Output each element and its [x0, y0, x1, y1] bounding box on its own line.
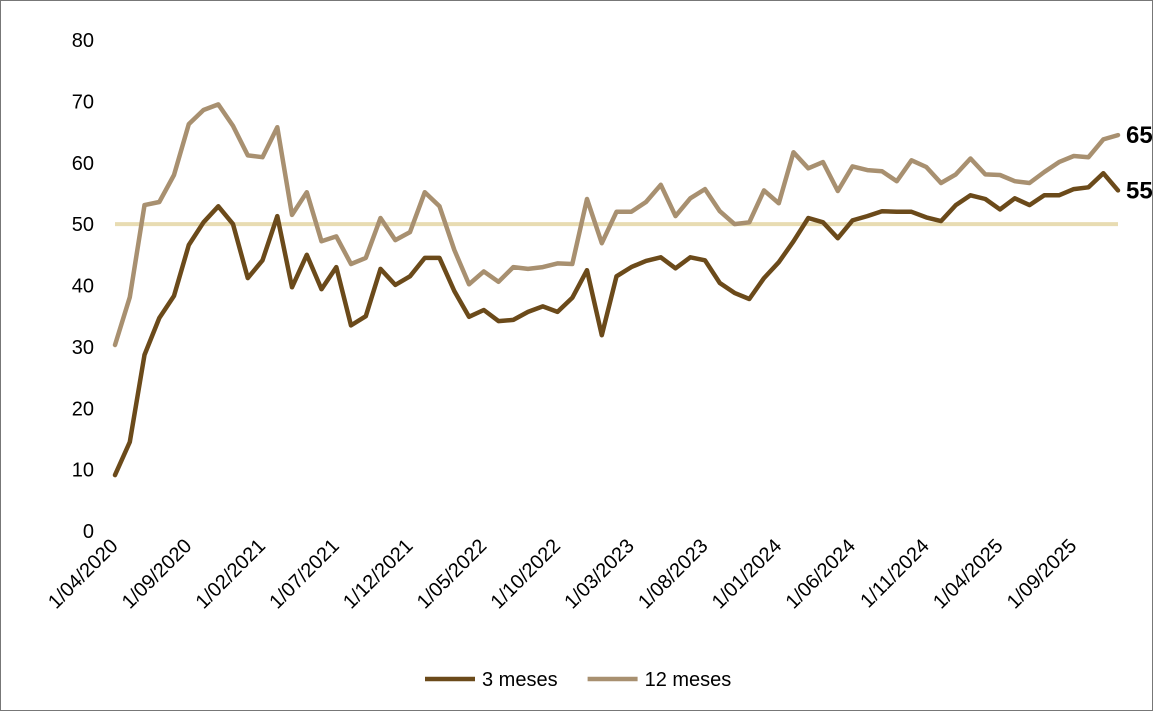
value-label: 55: [1126, 177, 1153, 204]
legend-item: 12 meses: [587, 669, 732, 691]
y-tick-label: 40: [72, 276, 94, 298]
y-tick-label: 0: [83, 521, 94, 543]
legend-label: 3 meses: [482, 669, 558, 691]
y-tick-label: 60: [72, 153, 94, 175]
y-tick-label: 30: [72, 337, 94, 359]
legend-label: 12 meses: [645, 669, 732, 691]
y-tick-label: 10: [72, 460, 94, 482]
y-tick-label: 70: [72, 91, 94, 113]
series-line: [112, 102, 1121, 348]
y-tick-label: 80: [72, 30, 94, 52]
legend-item: 3 meses: [425, 669, 558, 691]
y-tick-label: 50: [72, 214, 94, 236]
y-tick-label: 20: [72, 398, 94, 420]
series-line: [112, 170, 1121, 478]
value-label: 65: [1126, 122, 1153, 149]
